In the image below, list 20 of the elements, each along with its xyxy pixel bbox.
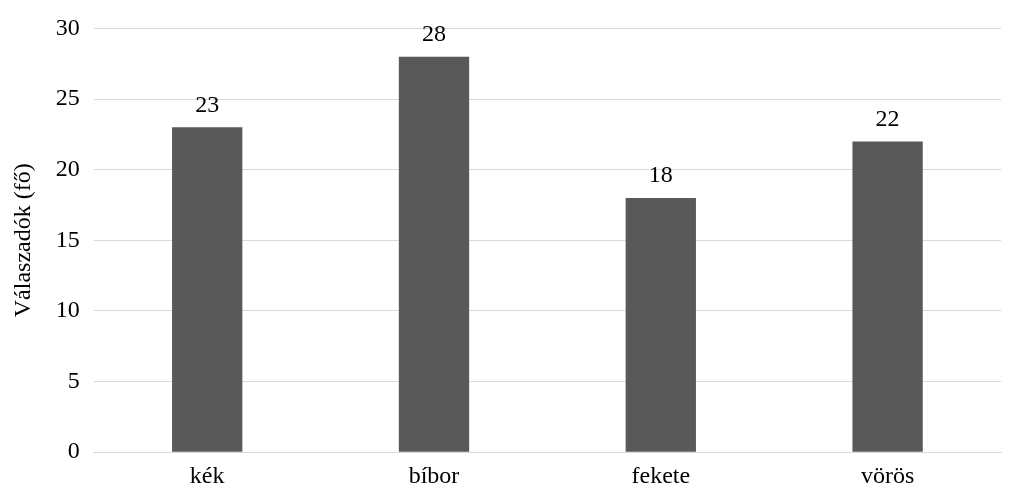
y-tick-label: 20	[55, 154, 80, 181]
x-tick-label: vörös	[860, 461, 915, 488]
y-tick-label: 15	[55, 225, 80, 252]
y-tick-label: 25	[55, 84, 80, 111]
x-tick-label: fekete	[631, 461, 691, 488]
x-tick-label: bíbor	[408, 461, 460, 488]
data-label: 28	[422, 19, 446, 46]
data-label: 23	[195, 90, 220, 117]
bar	[172, 127, 243, 452]
x-tick-label: kék	[189, 461, 225, 488]
data-label: 22	[875, 104, 900, 131]
bar	[625, 197, 696, 452]
bar	[852, 141, 923, 452]
y-axis-title: Válaszadók (fő)	[8, 163, 35, 318]
bar	[398, 56, 470, 452]
y-tick-label: 10	[55, 296, 80, 323]
y-tick-label: 30	[55, 13, 80, 40]
data-label: 18	[648, 161, 673, 188]
y-tick-label: 0	[67, 437, 80, 464]
y-tick-label: 5	[67, 366, 80, 393]
